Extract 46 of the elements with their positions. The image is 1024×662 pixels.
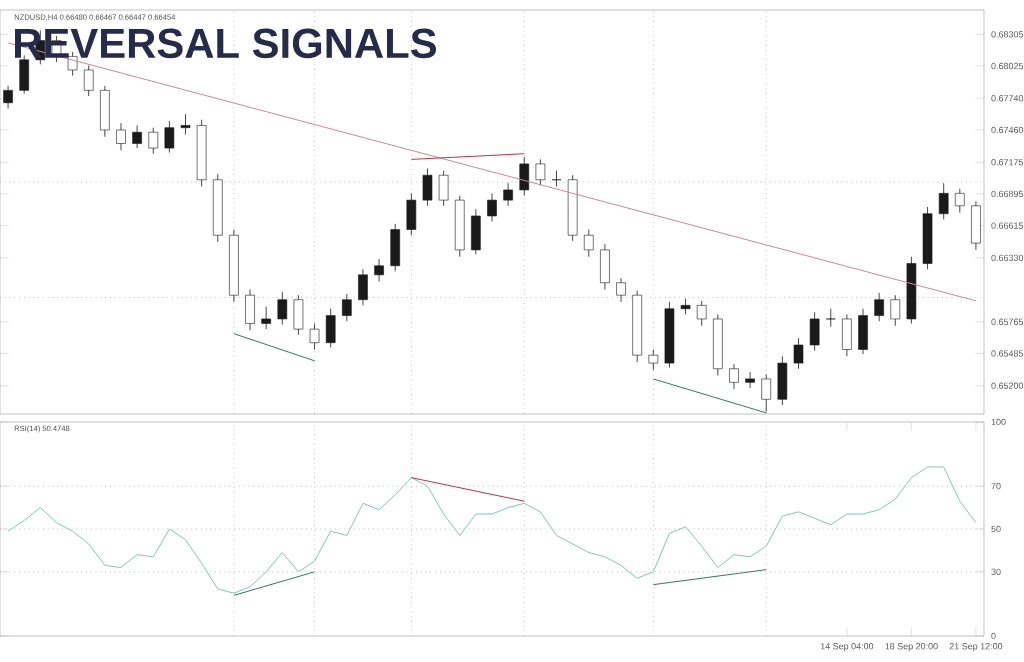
candlestick xyxy=(777,355,788,406)
candlestick xyxy=(116,122,126,151)
candlestick xyxy=(745,371,755,389)
candlestick xyxy=(551,170,562,187)
candlestick xyxy=(293,294,304,336)
candlestick xyxy=(180,113,191,135)
candlestick xyxy=(390,223,401,272)
candlestick xyxy=(245,289,255,331)
candlestick xyxy=(100,85,110,138)
candlestick xyxy=(890,294,901,327)
candlestick xyxy=(842,314,852,357)
candlestick xyxy=(309,323,320,350)
candlestick xyxy=(793,337,804,370)
candlestick xyxy=(971,200,981,251)
candlestick xyxy=(858,308,868,355)
candlestick xyxy=(422,168,433,207)
candlestick xyxy=(696,300,707,327)
candlestick xyxy=(503,182,513,207)
candlestick xyxy=(825,308,836,328)
candlestick xyxy=(358,268,368,306)
candlestick xyxy=(519,156,530,196)
candlestick xyxy=(406,192,417,236)
candlestick xyxy=(874,292,884,322)
candlestick xyxy=(809,311,820,352)
candlestick xyxy=(535,158,546,186)
candlestick xyxy=(729,363,739,390)
candlestick xyxy=(761,374,772,413)
candlestick xyxy=(471,208,481,255)
candlestick xyxy=(164,120,175,153)
candlestick xyxy=(487,192,497,223)
candlestick xyxy=(600,243,610,290)
candlestick xyxy=(132,125,142,149)
candlestick xyxy=(374,258,384,282)
candlestick xyxy=(148,127,159,155)
candlestick xyxy=(342,293,352,322)
candlestick xyxy=(954,188,965,213)
candlestick xyxy=(616,277,626,303)
candlestick xyxy=(325,308,336,348)
candlestick xyxy=(938,182,949,220)
candlestick xyxy=(648,349,659,371)
candlestick xyxy=(83,65,94,97)
candlestick xyxy=(438,170,449,207)
candlestick xyxy=(277,291,288,325)
candlestick xyxy=(3,85,13,109)
candlestick xyxy=(261,306,271,330)
candlestick xyxy=(583,229,594,258)
